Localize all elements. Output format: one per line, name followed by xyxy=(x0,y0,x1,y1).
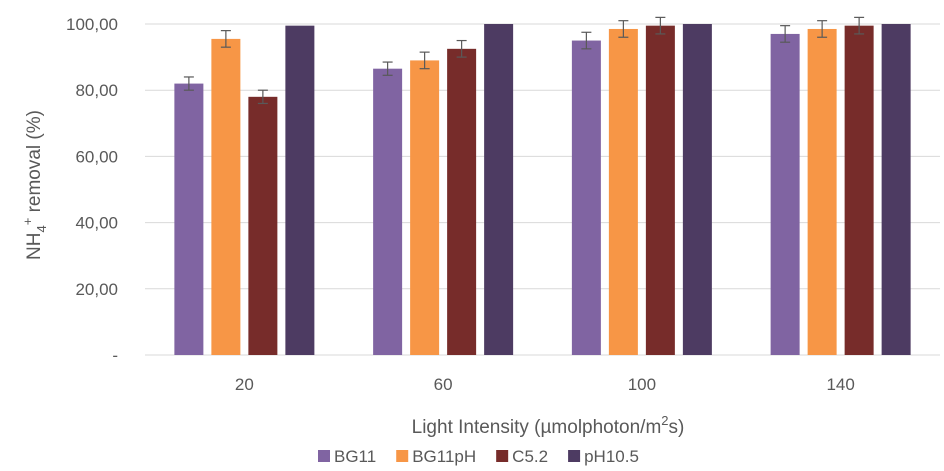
bar-ph105-140 xyxy=(881,24,911,355)
x-axis-title-tail: s) xyxy=(669,417,685,438)
x-axis-title: Light Intensity (µmolphoton/m2s) xyxy=(412,413,685,438)
x-axis-ticks: 20 60 100 140 xyxy=(235,375,855,394)
bar-bg11ph-140 xyxy=(807,28,837,356)
error-bar xyxy=(220,30,231,48)
bar-bg11-60 xyxy=(373,68,403,355)
legend-swatch xyxy=(568,450,581,462)
bar-ph105-20 xyxy=(285,25,315,356)
x-tick-label: 100 xyxy=(628,375,656,394)
legend-swatch xyxy=(396,450,409,462)
bar-c52-60 xyxy=(447,48,477,355)
x-tick-label: 60 xyxy=(434,375,453,394)
error-bar xyxy=(581,31,592,50)
y-axis-title: NH4+ removal (%) xyxy=(20,110,49,260)
error-bar xyxy=(456,39,467,58)
error-bar xyxy=(618,20,629,38)
bar-c52-100 xyxy=(645,25,675,356)
bar-bg11ph-60 xyxy=(410,60,440,355)
legend-label: C5.2 xyxy=(512,447,548,466)
bar-c52-20 xyxy=(248,96,278,355)
bar-bg11ph-20 xyxy=(211,38,241,356)
y-axis-title-sup: + xyxy=(20,218,35,226)
error-bar xyxy=(655,16,666,35)
legend-item: BG11pH xyxy=(396,447,476,466)
gridlines xyxy=(145,23,940,356)
x-tick-label: 140 xyxy=(826,375,854,394)
legend-item: pH10.5 xyxy=(568,447,639,466)
bar-bg11ph-100 xyxy=(608,28,638,356)
bar-bg11-140 xyxy=(770,33,800,356)
error-bar xyxy=(817,20,828,38)
error-bar xyxy=(419,51,430,70)
legend-item: C5.2 xyxy=(496,447,548,466)
legend: BG11 BG11pH C5.2 pH10.5 xyxy=(318,447,639,466)
error-bar xyxy=(382,61,393,76)
y-axis-title-sub: 4 xyxy=(34,225,49,232)
y-tick-label: - xyxy=(112,346,118,365)
error-bar xyxy=(780,25,791,43)
error-bar xyxy=(257,89,268,105)
legend-item: BG11 xyxy=(318,447,376,466)
y-tick-label: 100,00 xyxy=(66,15,118,34)
y-tick-label: 60,00 xyxy=(75,147,118,166)
x-axis-title-sup: 2 xyxy=(661,413,668,428)
x-tick-label: 20 xyxy=(235,375,254,394)
bar-bg11-20 xyxy=(174,83,204,355)
y-tick-label: 20,00 xyxy=(75,280,118,299)
error-bar xyxy=(854,16,865,35)
legend-label: BG11 xyxy=(334,447,376,466)
legend-swatch xyxy=(496,450,509,462)
legend-swatch xyxy=(318,450,330,462)
legend-label: pH10.5 xyxy=(584,447,639,466)
y-tick-label: 40,00 xyxy=(75,214,118,233)
x-axis-title-main: Light Intensity (µmolphoton/m xyxy=(412,417,662,438)
y-axis-title-post: removal (%) xyxy=(24,110,45,218)
error-bar xyxy=(183,76,194,91)
bar-c52-140 xyxy=(844,25,874,356)
bar-bg11-100 xyxy=(571,40,601,356)
bar-series xyxy=(174,24,911,356)
legend-label: BG11pH xyxy=(412,447,476,466)
bar-ph105-100 xyxy=(682,24,712,355)
y-tick-label: 80,00 xyxy=(75,81,118,100)
y-axis-title-pre: NH xyxy=(24,233,45,260)
y-axis-ticks: - 20,00 40,00 60,00 80,00 100,00 xyxy=(66,15,118,365)
error-bars xyxy=(183,16,865,105)
bar-ph105-60 xyxy=(484,24,514,355)
